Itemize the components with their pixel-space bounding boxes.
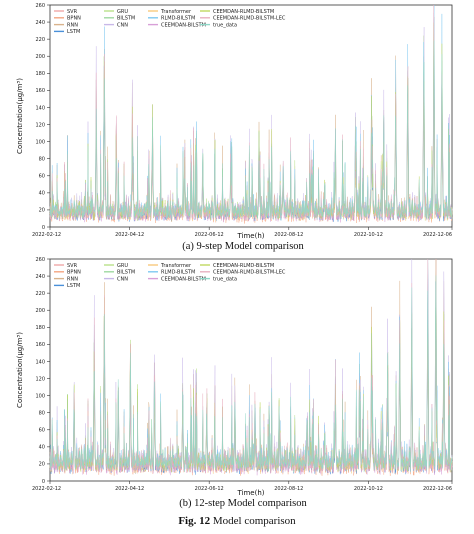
panel-caption-b: (b) 12-step Model comparison [179,498,307,509]
y-tick-label: 60 [39,174,45,180]
legend-label-cnn: CNN [117,22,128,28]
legend-label-svr: SVR [67,263,78,269]
x-axis-label-a: Time(h) [236,232,264,240]
y-axis-label-a: Concentration(μg/m³) [16,78,24,154]
x-tick-label: 2022-06-12 [195,232,224,238]
legend-label-bilstm: BILSTM [117,16,135,22]
y-tick-label: 140 [35,105,45,111]
x-tick-label: 2022-12-06 [423,486,452,492]
x-tick-label: 2022-08-12 [274,232,303,238]
series-line-true_data [49,275,453,473]
legend-label-gru: GRU [117,263,128,269]
y-tick-label: 100 [35,139,45,145]
series-lines-b [49,258,453,477]
plot-area-b [49,258,453,482]
legend-label-ceemdan-bilstm: CEEMDAN-BILSTM [161,276,206,282]
y-tick-label: 220 [35,37,45,43]
x-tick-label: 2022-04-12 [115,232,144,238]
plot-area-a [49,4,453,228]
y-tick-label: 200 [35,54,45,60]
y-tick-label: 80 [39,156,45,162]
legend-label-ceemdan-bilstm: CEEMDAN-BILSTM [161,22,206,28]
y-tick-label: 20 [39,462,45,468]
x-tick-label: 2022-10-12 [354,486,383,492]
y-tick-label: 240 [35,20,45,26]
y-tick-label: 60 [39,428,45,434]
panel-a: 0 20 40 60 80 100 120 140 160 180 200 220 240 260 202… [16,3,453,252]
y-tick-label: 260 [35,257,45,263]
x-tick-label: 2022-08-12 [274,486,303,492]
legend-label-gru: GRU [117,9,128,15]
legend-label-svr: SVR [67,9,78,15]
y-tick-label: 180 [35,325,45,331]
legend-label-rnn: RNN [67,276,78,282]
y-tick-label: 80 [39,410,45,416]
y-tick-label: 40 [39,445,45,451]
x-tick-label: 2022-12-06 [423,232,452,238]
y-tick-label: 0 [42,479,45,485]
x-tick-label: 2022-04-12 [115,486,144,492]
y-tick-label: 160 [35,88,45,94]
x-axis-b: 2022-02-12 2022-04-12 2022-06-12 2022-08-12… [32,481,453,492]
legend-label-ceemdan-rlmd-bilstm-lec: CEEMDAN-RLMD-BILSTM-LEC [213,270,286,276]
legend-label-bilstm: BILSTM [117,270,135,276]
y-tick-label: 220 [35,291,45,297]
panel-caption-a: (a) 9-step Model comparison [182,241,304,252]
legend-label-rnn: RNN [67,22,78,28]
legend-label-true_data: true_data [213,276,237,282]
legend-label-lstm: LSTM [67,29,80,35]
legend-label-transformer: Transformer [160,263,192,269]
legend-label-ceemdan-rlmd-bilstm: CEEMDAN-RLMD-BILSTM [213,263,274,269]
y-axis-label-b: Concentration(μg/m³) [16,332,24,408]
y-tick-label: 120 [35,376,45,382]
y-tick-label: 20 [39,208,45,214]
y-tick-label: 160 [35,342,45,348]
legend-label-bpnn: BPNN [67,270,81,276]
y-tick-label: 120 [35,122,45,128]
y-tick-label: 240 [35,274,45,280]
x-tick-label: 2022-02-12 [32,486,61,492]
legend-label-cnn: CNN [117,276,128,282]
y-tick-label: 0 [42,225,45,231]
figure-caption: Fig. 12 Model comparison [178,515,296,527]
legend-label-lstm: LSTM [67,283,80,289]
y-tick-label: 100 [35,393,45,399]
x-tick-label: 2022-02-12 [32,232,61,238]
panel-b: 0 20 40 60 80 100 120 140 160 180 200 220 240 260 202… [16,257,453,509]
x-tick-label: 2022-10-12 [354,232,383,238]
legend-label-rlmd-bilstm: RLMD-BILSTM [161,16,195,22]
legend-label-ceemdan-rlmd-bilstm: CEEMDAN-RLMD-BILSTM [213,9,274,15]
x-tick-label: 2022-06-12 [195,486,224,492]
legend-label-bpnn: BPNN [67,16,81,22]
x-axis-label-b: Time(h) [236,489,264,497]
legend-label-transformer: Transformer [160,9,192,15]
y-tick-label: 140 [35,359,45,365]
y-tick-label: 260 [35,3,45,9]
y-axis-b: 0 20 40 60 80 100 120 140 160 180 200 220 240 260 [35,257,50,485]
legend-label-true_data: true_data [213,22,237,28]
y-tick-label: 180 [35,71,45,77]
figure-caption-label: Fig. 12 [178,515,210,527]
y-tick-label: 200 [35,308,45,314]
legend-label-rlmd-bilstm: RLMD-BILSTM [161,270,195,276]
figure-caption-text: Model comparison [210,515,296,527]
y-axis-a: 0 20 40 60 80 100 120 140 160 180 200 220 240 260 [35,3,50,231]
y-tick-label: 40 [39,191,45,197]
legend-label-ceemdan-rlmd-bilstm-lec: CEEMDAN-RLMD-BILSTM-LEC [213,16,286,22]
series-line-true_data [49,40,453,221]
series-lines-a [49,4,453,224]
x-axis-a: 2022-02-12 2022-04-12 2022-06-12 2022-08-12… [32,227,453,238]
